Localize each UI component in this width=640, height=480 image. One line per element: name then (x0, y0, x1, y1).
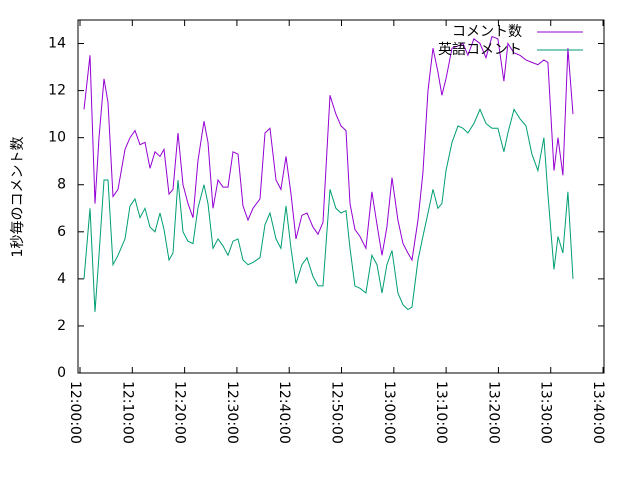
x-tick-label: 12:40:00 (276, 381, 292, 444)
x-tick-label: 12:00:00 (67, 381, 83, 444)
y-axis-label: 1秒毎のコメント数 (10, 137, 26, 258)
legend-label: 英語コメント (438, 41, 522, 58)
y-tick-label: 8 (57, 177, 66, 193)
y-tick-label: 12 (48, 83, 66, 99)
x-tick-label: 12:50:00 (329, 381, 345, 444)
y-tick-label: 14 (48, 36, 66, 52)
y-tick-label: 4 (57, 271, 66, 287)
y-tick-label: 2 (57, 318, 66, 334)
x-tick-label: 13:10:00 (433, 381, 449, 444)
series-line (83, 108, 574, 312)
x-tick-label: 13:00:00 (381, 381, 397, 444)
series-line (83, 35, 574, 262)
x-tick-label: 13:30:00 (538, 381, 554, 444)
plot-border (77, 19, 605, 374)
legend-label: コメント数 (452, 24, 522, 40)
y-tick-label: 10 (48, 130, 66, 146)
y-tick-label: 6 (57, 224, 66, 240)
x-tick-label: 13:20:00 (485, 381, 501, 444)
x-tick-label: 13:40:00 (590, 381, 606, 444)
x-tick-label: 12:30:00 (224, 381, 240, 444)
x-tick-label: 12:20:00 (172, 381, 188, 444)
y-tick-label: 0 (57, 365, 66, 381)
x-tick-label: 12:10:00 (119, 381, 135, 444)
